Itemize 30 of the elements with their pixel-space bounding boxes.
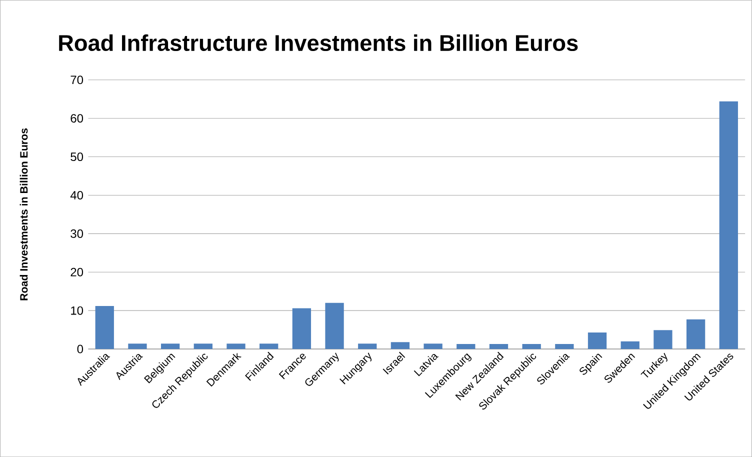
y-tick-label: 0 [77, 344, 84, 354]
bar [194, 344, 212, 349]
y-tick-label: 20 [70, 268, 84, 276]
bar [456, 344, 476, 349]
y-tick-label: 10 [71, 306, 84, 315]
y-axis-title: Road Investments in Billion Euros [20, 128, 28, 300]
bar [95, 306, 114, 349]
bar [686, 319, 706, 349]
bar [358, 344, 377, 349]
bar [226, 344, 246, 349]
bar [522, 344, 541, 349]
bar [654, 330, 672, 349]
bar [390, 342, 410, 349]
y-tick-label: 50 [70, 152, 84, 161]
bar [424, 344, 442, 349]
bar [620, 341, 640, 349]
bar [128, 344, 147, 349]
chart-title: Road Infrastructure Investments in Billion Euros [59, 34, 578, 51]
bar [160, 344, 180, 349]
y-tick-label: 60 [70, 114, 84, 122]
bar [292, 308, 312, 349]
y-tick-label: 40 [70, 190, 84, 200]
bar [260, 344, 278, 349]
bar [489, 344, 508, 349]
bar [555, 344, 574, 349]
y-tick-label: 70 [70, 76, 84, 84]
bar [325, 302, 344, 349]
y-tick-label: 30 [70, 229, 84, 238]
bar [719, 101, 738, 349]
bar [588, 332, 607, 349]
